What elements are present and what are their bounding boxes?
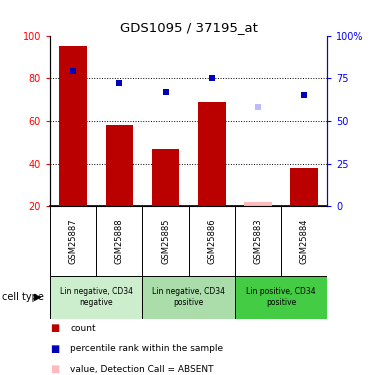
Text: value, Detection Call = ABSENT: value, Detection Call = ABSENT [70,365,214,374]
Text: percentile rank within the sample: percentile rank within the sample [70,344,224,353]
Bar [152,148,180,206]
Text: count: count [70,324,96,333]
Text: GSM25887: GSM25887 [69,218,78,264]
Text: GSM25885: GSM25885 [161,218,170,264]
Text: Lin negative, CD34
negative: Lin negative, CD34 negative [60,288,133,307]
Bar [290,168,318,206]
Text: Lin positive, CD34
positive: Lin positive, CD34 positive [246,288,316,307]
Bar [105,125,133,206]
Bar [50,276,142,319]
Text: GSM25883: GSM25883 [253,218,262,264]
Text: Lin negative, CD34
positive: Lin negative, CD34 positive [152,288,225,307]
Text: ■: ■ [50,323,59,333]
Text: cell type: cell type [2,292,44,302]
Text: ▶: ▶ [34,292,42,302]
Bar [235,276,327,319]
Text: GSM25884: GSM25884 [300,218,309,264]
Bar [244,202,272,206]
Bar [198,102,226,206]
Text: ■: ■ [50,364,59,374]
Text: ■: ■ [50,344,59,354]
Title: GDS1095 / 37195_at: GDS1095 / 37195_at [120,21,257,34]
Bar [142,276,235,319]
Text: GSM25886: GSM25886 [207,218,216,264]
Text: GSM25888: GSM25888 [115,218,124,264]
Bar [59,46,87,206]
